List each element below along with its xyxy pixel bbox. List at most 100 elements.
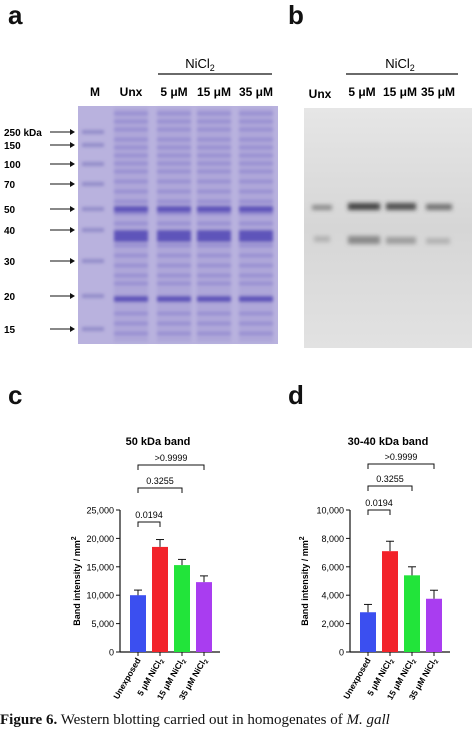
gel-band — [157, 222, 191, 225]
gel-band — [114, 296, 148, 302]
gel-band — [197, 162, 231, 165]
figure-caption: Figure 6. Western blotting carried out i… — [0, 712, 474, 736]
gel-band — [114, 146, 148, 149]
gel-band — [157, 162, 191, 165]
gel-band — [114, 282, 148, 285]
ladder-band — [82, 162, 104, 166]
comparison-label: 0.0194 — [365, 498, 393, 508]
marker-label: 150 — [4, 141, 21, 152]
marker-label: 50 — [4, 205, 16, 216]
gel-band — [157, 180, 191, 183]
gel-band — [114, 236, 148, 242]
gel-band — [197, 244, 231, 247]
bar — [196, 582, 212, 652]
gel-band — [157, 296, 191, 302]
y-axis-label: Band intensity / mm2 — [299, 536, 310, 626]
chart-title: 50 kDa band — [126, 436, 191, 448]
comparison-bracket — [137, 487, 183, 493]
gel-band — [239, 138, 273, 141]
comparison-bracket — [367, 509, 391, 515]
gel-band — [197, 190, 231, 193]
ladder-band — [82, 143, 104, 147]
gel-band — [239, 222, 273, 225]
y-axis-label: Band intensity / mm2 — [71, 536, 82, 626]
gel-band — [197, 274, 231, 277]
gel-band — [239, 128, 273, 131]
bar — [382, 551, 398, 652]
gel-band — [157, 212, 191, 215]
gel-band — [239, 190, 273, 193]
marker-label: 30 — [4, 257, 16, 268]
treatment-label: NiCl2 — [185, 56, 215, 73]
gel-band — [239, 206, 273, 212]
gel-band — [114, 206, 148, 212]
blot-lane-label-35um: 35 μM — [421, 85, 455, 99]
gel-band — [157, 154, 191, 157]
comparison-bracket — [367, 485, 413, 491]
comparison-label: >0.9999 — [155, 453, 188, 463]
bar — [426, 598, 442, 652]
gel-band — [197, 146, 231, 149]
gel-band — [114, 190, 148, 193]
gel-band — [239, 322, 273, 325]
blot-panel-b: NiCl2 Unx 5 μM 15 μM 35 μM — [304, 56, 472, 348]
gel-panel-a: NiCl2 M Unx 5 μM 15 μM 35 μM 250 kDa 150 1… — [4, 56, 278, 344]
gel-band — [197, 236, 231, 242]
gel-band — [197, 112, 231, 115]
gel-band — [157, 128, 191, 131]
caption-text: Western blotting carried out in homogena… — [57, 712, 347, 728]
lane-label-unx: Unx — [120, 85, 143, 99]
blot-band-3040-35um — [426, 238, 450, 244]
gel-band — [157, 264, 191, 267]
ladder-band — [82, 259, 104, 263]
blot-lane-label-5um: 5 μM — [348, 85, 375, 99]
lane-label-m: M — [90, 85, 100, 99]
gel-band — [239, 120, 273, 123]
gel-band — [114, 128, 148, 131]
gel-band — [197, 154, 231, 157]
caption-species: M. gall — [346, 712, 390, 728]
gel-band — [114, 112, 148, 115]
ladder-band — [82, 294, 104, 298]
gel-band — [239, 236, 273, 242]
gel-band — [114, 222, 148, 225]
blot-band-3040-5um — [348, 236, 380, 244]
y-tick-label: 10,000 — [86, 591, 114, 601]
gel-band — [239, 212, 273, 215]
panel-letter-a: a — [8, 0, 23, 30]
gel-band — [157, 200, 191, 203]
gel-band — [239, 170, 273, 173]
comparison-label: 0.3255 — [376, 474, 404, 484]
gel-band — [197, 170, 231, 173]
marker-label: 250 kDa — [4, 128, 42, 139]
gel-band — [197, 322, 231, 325]
gel-band — [197, 120, 231, 123]
gel-band — [197, 282, 231, 285]
gel-band — [197, 312, 231, 315]
gel-band — [197, 180, 231, 183]
treatment-label-b: NiCl2 — [385, 56, 415, 73]
lane-label-35um: 35 μM — [239, 85, 273, 99]
bar — [360, 612, 376, 652]
chart-3040kda: 30-40 kDa band 0 2,000 4,000 6,000 8,000 10,00… — [299, 436, 450, 702]
chart-title: 30-40 kDa band — [348, 436, 429, 448]
y-tick-label: 0 — [109, 648, 114, 658]
gel-band — [114, 212, 148, 215]
marker-label: 100 — [4, 160, 21, 171]
blot-lane-label-unx: Unx — [309, 87, 332, 101]
marker-arrowhead — [70, 161, 75, 167]
gel-band — [114, 254, 148, 257]
y-tick-label: 15,000 — [86, 562, 114, 572]
gel-band — [157, 146, 191, 149]
marker-label: 40 — [4, 226, 16, 237]
blot-band-50-unx — [312, 205, 332, 210]
gel-band — [114, 322, 148, 325]
gel-band — [239, 282, 273, 285]
gel-band — [197, 212, 231, 215]
gel-band — [114, 200, 148, 203]
comparison-label: 0.3255 — [146, 476, 174, 486]
caption-label: Figure 6. — [0, 712, 58, 728]
gel-band — [157, 230, 191, 236]
chart-50kda: 50 kDa band 0 5,000 10,000 15,000 20,000 25,00… — [71, 436, 220, 702]
gel-band — [197, 200, 231, 203]
